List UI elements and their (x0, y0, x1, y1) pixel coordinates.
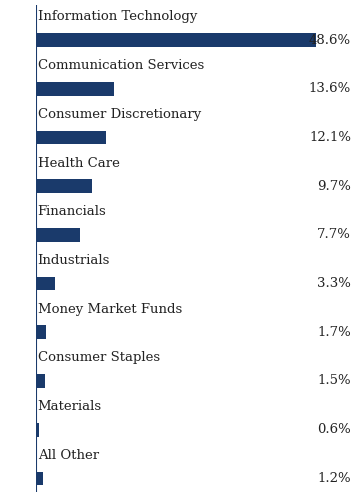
Text: 9.7%: 9.7% (317, 179, 351, 193)
Text: Materials: Materials (38, 400, 102, 413)
Text: Financials: Financials (38, 205, 107, 218)
Text: Health Care: Health Care (38, 157, 120, 169)
Bar (36, 326, 46, 339)
Text: Communication Services: Communication Services (38, 59, 204, 72)
Bar (36, 423, 40, 436)
Text: 13.6%: 13.6% (309, 82, 351, 95)
Text: Consumer Discretionary: Consumer Discretionary (38, 108, 201, 121)
Bar (36, 472, 43, 485)
Bar (36, 277, 55, 290)
Text: Industrials: Industrials (38, 254, 110, 267)
Text: 1.5%: 1.5% (318, 374, 351, 388)
Text: 1.2%: 1.2% (318, 472, 351, 485)
Bar (36, 374, 45, 388)
Text: 7.7%: 7.7% (317, 228, 351, 242)
Bar (36, 131, 106, 144)
Text: Information Technology: Information Technology (38, 10, 197, 23)
Text: All Other: All Other (38, 449, 99, 462)
Bar (36, 228, 80, 242)
Bar (36, 179, 92, 193)
Bar (36, 33, 316, 47)
Text: 48.6%: 48.6% (309, 33, 351, 47)
Text: 1.7%: 1.7% (317, 326, 351, 339)
Text: 3.3%: 3.3% (317, 277, 351, 290)
Text: Money Market Funds: Money Market Funds (38, 303, 182, 316)
Text: Consumer Staples: Consumer Staples (38, 351, 160, 364)
Bar (36, 82, 114, 95)
Text: 0.6%: 0.6% (317, 423, 351, 436)
Text: 12.1%: 12.1% (309, 131, 351, 144)
